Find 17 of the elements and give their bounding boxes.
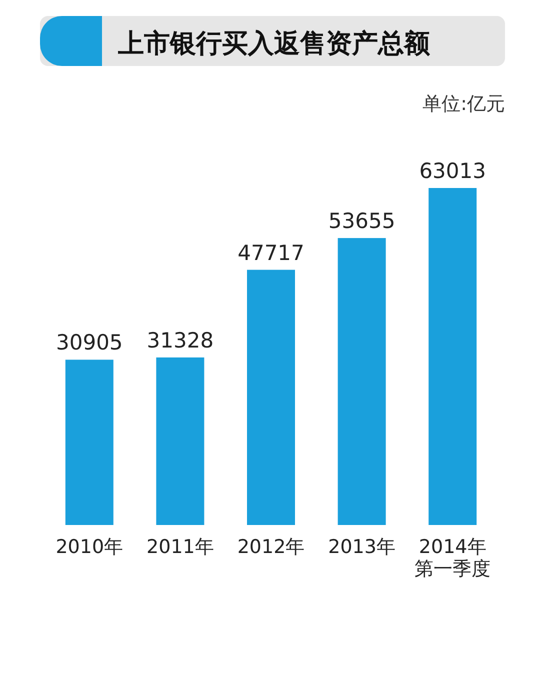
data-label: 47717 <box>238 240 304 265</box>
chart-title: 上市银行买入返售资产总额 <box>117 29 431 59</box>
bar <box>156 357 204 525</box>
x-tick-label: 2014年第一季度 <box>414 536 491 580</box>
data-label: 53655 <box>328 209 396 234</box>
bar <box>338 238 386 525</box>
data-label: 63013 <box>419 159 486 183</box>
bar <box>247 270 295 525</box>
data-label: 31328 <box>146 328 214 352</box>
x-tick-label: 2013年 <box>328 536 396 558</box>
x-tick-label: 2010年 <box>56 536 124 558</box>
text: 单位:亿元 <box>422 93 505 115</box>
x-tick-label: 2012年 <box>237 536 305 558</box>
bar <box>428 188 477 525</box>
data-label: 30905 <box>56 330 123 355</box>
x-tick-label: 2011年 <box>146 536 214 558</box>
bar <box>65 360 114 525</box>
